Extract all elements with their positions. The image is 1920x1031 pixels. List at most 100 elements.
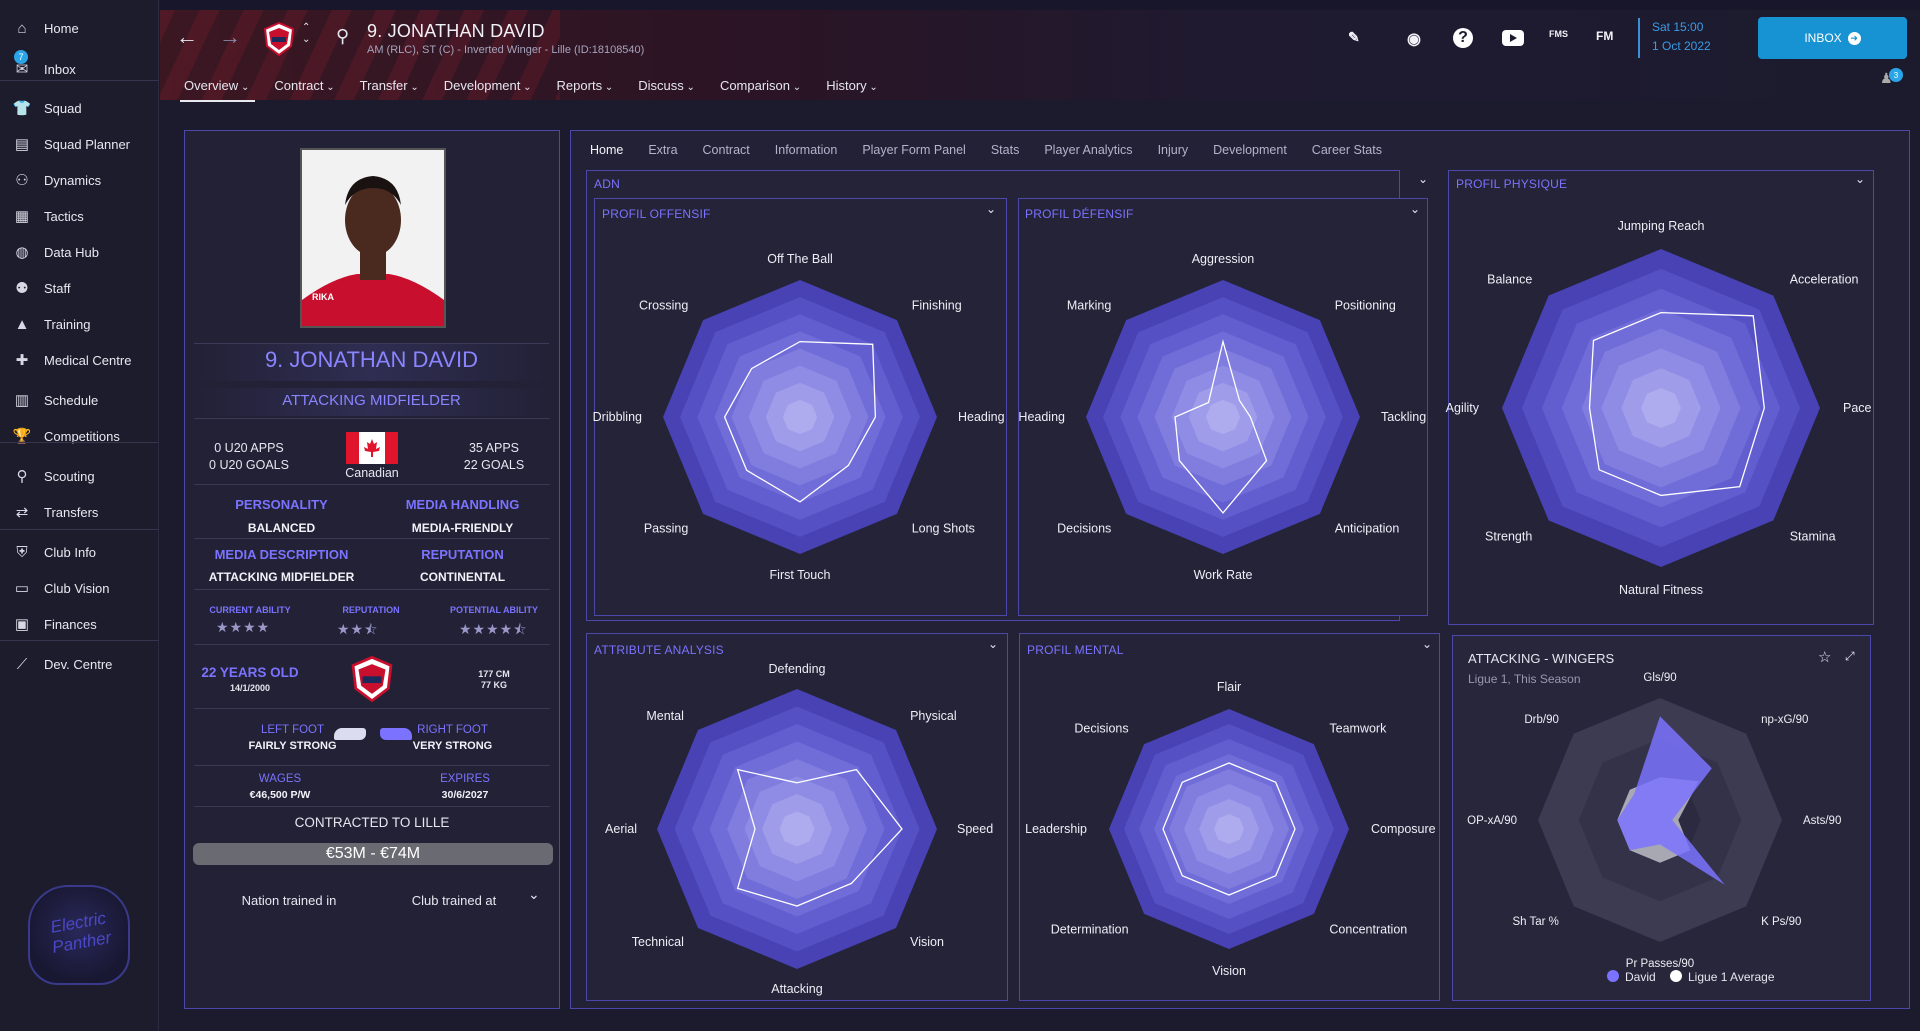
menu-history[interactable]: History ⌄ [826, 78, 878, 93]
mental-value-shape [1162, 762, 1296, 896]
sidebar-item-club-vision[interactable]: ▭ Club Vision [0, 573, 159, 603]
physique-radar: Jumping Reach Acceleration Pace Stamina Natu… [1446, 219, 1872, 597]
sidebar-item-dev-centre[interactable]: ⟋ Dev. Centre [0, 649, 159, 679]
fm-icon[interactable]: FM [1596, 29, 1614, 43]
date-text: 1 Oct 2022 [1652, 39, 1711, 53]
nation-trained-in[interactable]: Nation trained in [241, 893, 337, 908]
favourite-star-icon[interactable]: ☆ [1818, 649, 1832, 666]
mental-chevron-down-icon[interactable]: ⌄ [1422, 637, 1433, 651]
menu-discuss[interactable]: Discuss ⌄ [638, 78, 695, 93]
sidebar-item-data-hub[interactable]: ◍ Data Hub [0, 237, 159, 267]
player-up-down-icon[interactable]: ⌃ ⌄ [302, 22, 311, 45]
physique-axis-label: Jumping Reach [1618, 219, 1705, 233]
lille-club-badge-icon[interactable] [263, 22, 295, 56]
youtube-icon[interactable] [1502, 30, 1524, 46]
sidebar-item-club-info[interactable]: ⛨ Club Info [0, 537, 159, 567]
player-name: 9. JONATHAN DAVID [194, 343, 549, 381]
date-time-display[interactable]: Sat 15:00 1 Oct 2022 [1638, 18, 1711, 58]
mental-axis-label: Determination [1051, 922, 1129, 936]
sidebar-item-staff[interactable]: ⚉ Staff [0, 273, 159, 303]
offensif-ring [782, 399, 818, 435]
sidebar-item-squad-planner[interactable]: ▤ Squad Planner [0, 129, 159, 159]
notifications-icon[interactable]: ♟ 3 [1880, 68, 1903, 92]
chevron-down-icon: ⌄ [866, 82, 878, 93]
menu-contract[interactable]: Contract ⌄ [274, 78, 334, 93]
training-cone-icon: ▲ [14, 315, 30, 333]
forward-arrow-icon[interactable]: → [219, 24, 241, 49]
sidebar-item-transfers[interactable]: ⇄ Transfers [0, 497, 159, 527]
sidebar-item-label: Staff [44, 280, 71, 296]
sidebar-item-finances[interactable]: ▣ Finances [0, 609, 159, 639]
page-title: 9. JONATHAN DAVID [367, 21, 545, 41]
club-trained-at[interactable]: Club trained at [411, 893, 497, 908]
sidebar-item-training[interactable]: ▲ Training [0, 309, 159, 339]
tab-player-analytics[interactable]: Player Analytics [1044, 143, 1133, 157]
wingers-axis-label: Sh Tar % [1512, 916, 1558, 928]
sidebar-item-tactics[interactable]: ▦ Tactics [0, 201, 159, 231]
physique-axis-label: Balance [1487, 272, 1532, 286]
potential-ability-stars: ★★★★⯪ [459, 621, 528, 637]
growth-chart-icon: ⟋ [16, 655, 28, 673]
menu-development[interactable]: Development ⌄ [444, 78, 532, 93]
age: 22 YEARS OLD [201, 665, 299, 680]
clipboard-icon: ▤ [14, 136, 30, 153]
fms-icon[interactable]: FMS [1549, 29, 1568, 39]
tab-career-stats[interactable]: Career Stats [1311, 143, 1382, 157]
chevron-down-icon[interactable]: ⌄ [528, 886, 540, 902]
wingers-axis-label: Drb/90 [1524, 714, 1559, 726]
tab-extra[interactable]: Extra [648, 143, 678, 157]
inbox-continue-button[interactable]: INBOX ➜ [1758, 17, 1907, 59]
sidebar-item-home[interactable]: ⌂ Home [0, 13, 159, 43]
defensif-chevron-down-icon[interactable]: ⌄ [1410, 202, 1421, 216]
defensif-axis-label: Aggression [1192, 252, 1255, 266]
sidebar-item-dynamics[interactable]: ⚇ Dynamics [0, 165, 159, 195]
left-boot-icon [334, 728, 366, 740]
sidebar-item-scouting[interactable]: ⚲ Scouting [0, 461, 159, 491]
globe-icon[interactable]: ◉ [1407, 31, 1421, 48]
edit-pencil-icon[interactable]: ✎ [1348, 29, 1360, 45]
offensif-chevron-down-icon[interactable]: ⌄ [986, 202, 997, 216]
sidebar-item-squad[interactable]: 👕 Squad [0, 93, 159, 123]
menu-label: Contract [274, 78, 324, 93]
analysis-ring [779, 811, 815, 847]
adn-chevron-down-icon[interactable]: ⌄ [1418, 172, 1429, 186]
search-icon[interactable]: ⚲ [336, 26, 350, 46]
analysis-axis-label: Defending [769, 662, 826, 676]
trophy-icon: 🏆 [12, 428, 32, 445]
tab-development[interactable]: Development [1213, 143, 1287, 157]
tab-contract[interactable]: Contract [702, 143, 750, 157]
tab-stats[interactable]: Stats [990, 143, 1020, 157]
menu-overview[interactable]: Overview ⌄ [179, 78, 256, 102]
back-arrow-icon[interactable]: ← [176, 24, 198, 49]
defensif-title: PROFIL DÉFENSIF [1025, 207, 1134, 221]
analysis-chevron-down-icon[interactable]: ⌄ [988, 637, 999, 651]
menu-transfer[interactable]: Transfer ⌄ [360, 78, 419, 93]
u20-apps: 0 U20 APPS [214, 441, 284, 455]
mental-title: PROFIL MENTAL [1027, 643, 1124, 657]
sidebar-item-competitions[interactable]: 🏆 Competitions [0, 421, 159, 451]
sidebar-item-schedule[interactable]: ▥ Schedule [0, 385, 159, 415]
help-icon[interactable]: ? [1453, 28, 1473, 48]
tab-information[interactable]: Information [774, 143, 838, 157]
wingers-david-shape [1617, 716, 1725, 885]
physique-chevron-down-icon[interactable]: ⌄ [1855, 172, 1866, 186]
menu-label: Comparison [719, 78, 791, 93]
media-handling-value: MEDIA-FRIENDLY [411, 521, 514, 535]
transfer-value-bar[interactable]: €53M - €74M [193, 843, 553, 865]
tab-player-form-panel[interactable]: Player Form Panel [862, 143, 966, 157]
expand-icon[interactable]: ⤢ [1845, 649, 1855, 663]
defensif-axis-label: Marking [1067, 298, 1112, 312]
menu-comparison[interactable]: Comparison ⌄ [720, 78, 801, 93]
potential-ability-label: POTENTIAL ABILITY [449, 605, 538, 615]
top-strip [160, 0, 1920, 10]
analysis-axis-label: Aerial [605, 822, 637, 836]
reputation-value: CONTINENTAL [419, 570, 506, 584]
sidebar-item-medical-centre[interactable]: ✚ Medical Centre [0, 345, 159, 375]
wingers-axis-label: Asts/90 [1803, 815, 1841, 827]
tab-home[interactable]: Home [590, 143, 624, 157]
tab-injury[interactable]: Injury [1157, 143, 1189, 157]
sidebar-item-inbox[interactable]: ✉ Inbox [0, 54, 159, 84]
continue-arrow-icon: ➜ [1847, 31, 1861, 45]
menu-reports[interactable]: Reports ⌄ [557, 78, 614, 93]
